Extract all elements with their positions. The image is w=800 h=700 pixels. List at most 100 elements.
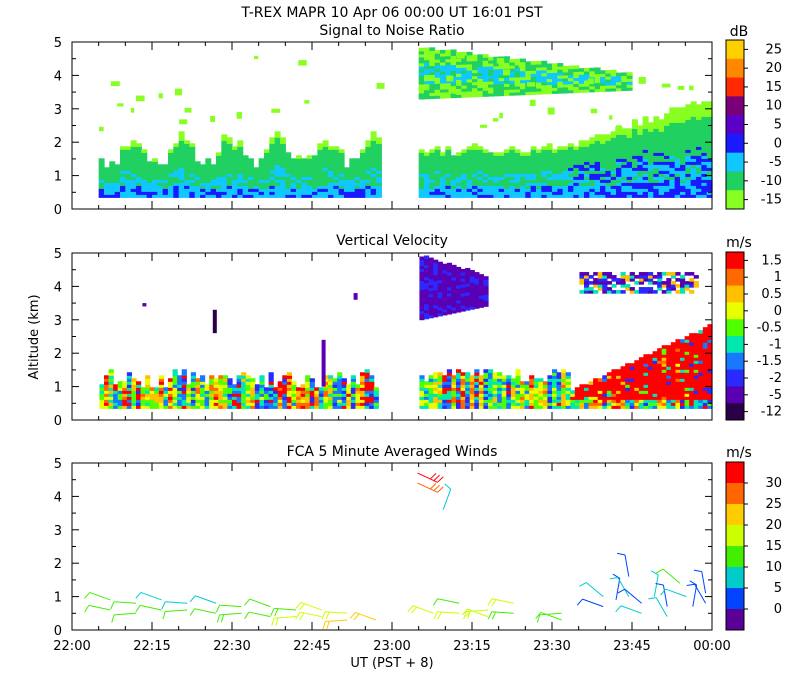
snr-cell [610,146,617,150]
snr-cell [117,103,124,107]
snr-cell [541,176,548,180]
snr-cell [456,88,462,92]
velocity-cell [104,393,110,397]
snr-cell [664,125,670,129]
velocity-cell [332,393,338,397]
snr-cell [680,164,686,168]
velocity-cell [369,396,375,400]
snr-cell [466,75,473,80]
snr-cell [424,71,430,76]
velocity-cell [442,281,448,286]
snr-cell [674,122,681,126]
snr-cell [514,152,521,156]
colorbar-unit: dB [730,24,749,40]
snr-cell [376,185,382,189]
velocity-cell [625,275,631,279]
velocity-cell [515,393,521,397]
velocity-cell [433,378,439,382]
velocity-cell [282,381,288,385]
snr-cell [680,194,686,198]
snr-cell [482,173,489,177]
snr-cell [264,185,270,189]
velocity-cell [190,393,197,397]
velocity-cell [707,327,713,331]
velocity-cell [474,299,480,303]
velocity-cell [661,354,667,358]
snr-cell [296,188,302,192]
snr-cell [136,146,142,150]
snr-cell [493,65,500,70]
snr-cell [637,173,644,177]
snr-cell [136,185,142,189]
velocity-cell [353,293,358,300]
velocity-cell [565,381,571,385]
snr-cell [200,182,206,186]
velocity-cell [360,372,366,376]
velocity-cell [684,372,690,376]
snr-cell [418,158,425,162]
velocity-cell [506,396,512,400]
velocity-cell [305,390,311,394]
velocity-cell [309,402,315,406]
velocity-cell [451,375,457,379]
velocity-cell [675,396,681,400]
velocity-cell [606,375,613,379]
velocity-cell [474,293,480,297]
snr-cell [445,73,452,78]
snr-cell [701,107,708,111]
snr-cell [482,179,489,183]
snr-cell [424,161,430,165]
velocity-cell [611,378,617,382]
velocity-cell [529,393,535,397]
velocity-cell [309,378,315,382]
snr-cell [477,179,484,183]
snr-cell [664,134,670,138]
velocity-cell [460,402,466,406]
velocity-cell [638,275,645,279]
snr-cell [418,191,425,195]
velocity-cell [625,372,631,376]
velocity-cell [542,402,549,406]
snr-cell [482,75,489,79]
velocity-cell [501,405,507,409]
velocity-cell [497,384,503,388]
snr-cell [189,179,196,183]
snr-cell [658,179,665,183]
snr-cell [493,80,500,85]
wind-barb-staff [586,582,604,597]
wind-barb-flag [491,599,497,607]
wind-barb-flag [433,474,440,481]
velocity-cell [670,372,677,376]
velocity-cell [373,396,379,400]
snr-cell [141,173,148,177]
snr-cell [280,164,286,168]
velocity-cell [104,402,110,406]
velocity-cell [117,393,123,397]
snr-cell [477,66,484,70]
velocity-cell [625,399,631,403]
velocity-cell [529,381,535,385]
snr-cell [189,161,196,165]
velocity-cell [204,393,210,397]
snr-cell [365,146,372,150]
snr-cell [536,164,542,168]
snr-cell [669,170,676,174]
snr-cell [573,77,580,82]
snr-cell [525,79,532,84]
snr-cell [562,188,569,192]
wind-barb-staff [624,554,630,577]
velocity-cell [104,381,110,385]
velocity-cell [542,399,549,403]
velocity-cell [643,384,649,388]
velocity-cell [657,381,663,385]
velocity-cell [501,375,507,379]
snr-cell [488,59,494,64]
snr-cell [525,170,532,174]
velocity-cell [442,390,448,394]
snr-cell [616,152,622,156]
wind-barb-staff [653,574,659,597]
velocity-cell [433,384,439,388]
velocity-cell [136,393,142,397]
velocity-cell [259,390,265,394]
snr-cell [509,146,516,150]
